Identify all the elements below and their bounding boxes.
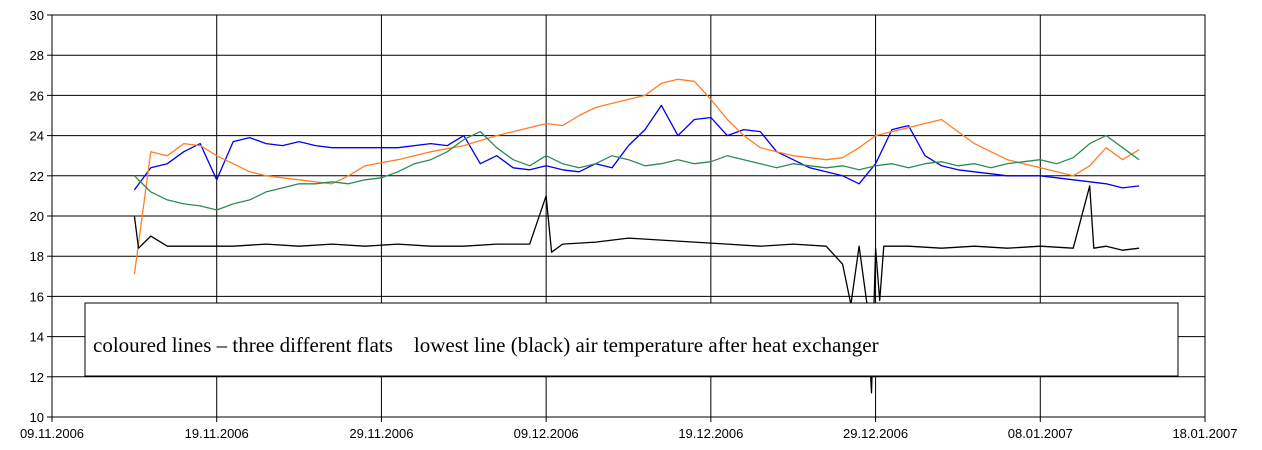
- series-line-2: [133, 78, 1140, 275]
- x-tick-label: 09.11.2006: [20, 426, 84, 441]
- y-axis-ticks: 10 12 14 16 18 20 22 24 26 28 30: [30, 8, 52, 425]
- y-tick-label: 14: [30, 330, 44, 345]
- x-tick-label: 19.11.2006: [185, 426, 249, 441]
- x-tick-label: 29.11.2006: [349, 426, 413, 441]
- x-tick-label: 29.12.2006: [843, 426, 908, 441]
- x-tick-label: 09.12.2006: [514, 426, 579, 441]
- series-lines: [133, 78, 1140, 394]
- y-tick-label: 20: [30, 209, 44, 224]
- y-tick-label: 10: [30, 410, 44, 425]
- y-tick-label: 24: [30, 129, 44, 144]
- annotation-frame: [84, 302, 1179, 377]
- annotation-text: coloured lines – three different flats l…: [93, 333, 879, 357]
- x-tick-label: 18.01.2007: [1172, 426, 1237, 441]
- y-tick-label: 18: [30, 249, 44, 264]
- x-tick-label: 08.01.2007: [1008, 426, 1073, 441]
- y-tick-label: 12: [30, 370, 44, 385]
- x-tick-label: 19.12.2006: [678, 426, 743, 441]
- x-axis-ticks: 09.11.2006 19.11.2006 29.11.2006 09.12.2006…: [20, 417, 1238, 441]
- y-tick-label: 22: [30, 169, 44, 184]
- y-tick-label: 26: [30, 88, 44, 103]
- series-line-4: [133, 185, 1140, 394]
- y-tick-label: 30: [30, 8, 44, 23]
- series-line-3: [133, 130, 1140, 211]
- y-tick-label: 16: [30, 289, 44, 304]
- annotation-box: coloured lines – three different flats l…: [84, 302, 1179, 377]
- series-line-1: [133, 104, 1140, 191]
- y-tick-label: 28: [30, 48, 44, 63]
